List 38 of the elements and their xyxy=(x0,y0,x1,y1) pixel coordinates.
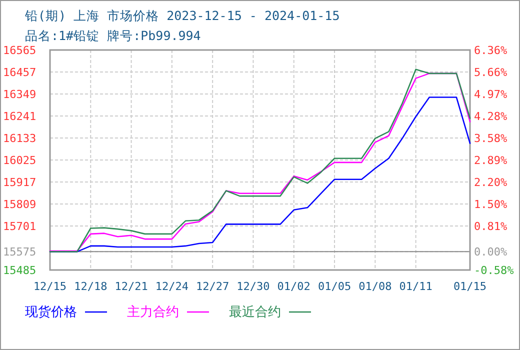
x-tick-label: 01/08 xyxy=(358,280,392,293)
y-tick-label: 16133 xyxy=(3,132,36,145)
x-tick-label: 12/21 xyxy=(114,280,148,293)
x-tick-label: 12/30 xyxy=(236,280,270,293)
y-tick-label: 15917 xyxy=(3,176,36,189)
y2-tick-label: 0.81% xyxy=(474,220,508,233)
y-tick-label: 15809 xyxy=(3,198,36,211)
x-tick-label: 12/18 xyxy=(74,280,108,293)
legend-label: 最近合约 xyxy=(229,305,281,320)
legend-label: 现货价格 xyxy=(25,305,77,320)
y2-tick-label: 3.58% xyxy=(474,132,508,146)
y2-tick-label: 5.66% xyxy=(474,66,508,80)
y2-tick-label: 0.00% xyxy=(474,246,508,259)
y2-tick-label: 1.50% xyxy=(474,198,508,212)
y2-tick-label: 2.20% xyxy=(474,176,508,189)
y-tick-label: 15575 xyxy=(3,246,36,259)
y2-tick-label: 2.89% xyxy=(474,154,508,167)
y-tick-label: 16025 xyxy=(3,154,36,167)
y2-tick-label: 6.36% xyxy=(474,44,508,57)
y-tick-label: 16241 xyxy=(3,110,36,123)
x-tick-label: 12/27 xyxy=(196,280,230,293)
y-tick-label: 15701 xyxy=(3,220,36,233)
y-tick-label: 15485 xyxy=(3,264,36,277)
y-tick-label: 16457 xyxy=(3,66,36,79)
x-tick-label: 01/05 xyxy=(318,280,352,293)
y-tick-label: 16565 xyxy=(3,44,36,57)
chart-title: 铅(期) 上海 市场价格 2023-12-15 - 2024-01-15 xyxy=(24,8,340,23)
y2-tick-label: -0.58% xyxy=(474,264,514,277)
x-tick-label: 01/15 xyxy=(453,280,487,293)
y2-tick-label: 4.97% xyxy=(474,88,508,102)
x-tick-label: 01/02 xyxy=(277,280,310,293)
chart-subtitle: 品名:1#铅锭 牌号:Pb99.994 xyxy=(25,28,201,43)
legend-label: 主力合约 xyxy=(127,304,179,320)
x-tick-label: 12/15 xyxy=(33,280,67,293)
x-tick-label: 01/11 xyxy=(399,280,432,293)
y2-tick-label: 4.28% xyxy=(474,110,508,123)
y-tick-label: 16349 xyxy=(3,88,36,101)
x-tick-label: 12/24 xyxy=(155,280,189,293)
